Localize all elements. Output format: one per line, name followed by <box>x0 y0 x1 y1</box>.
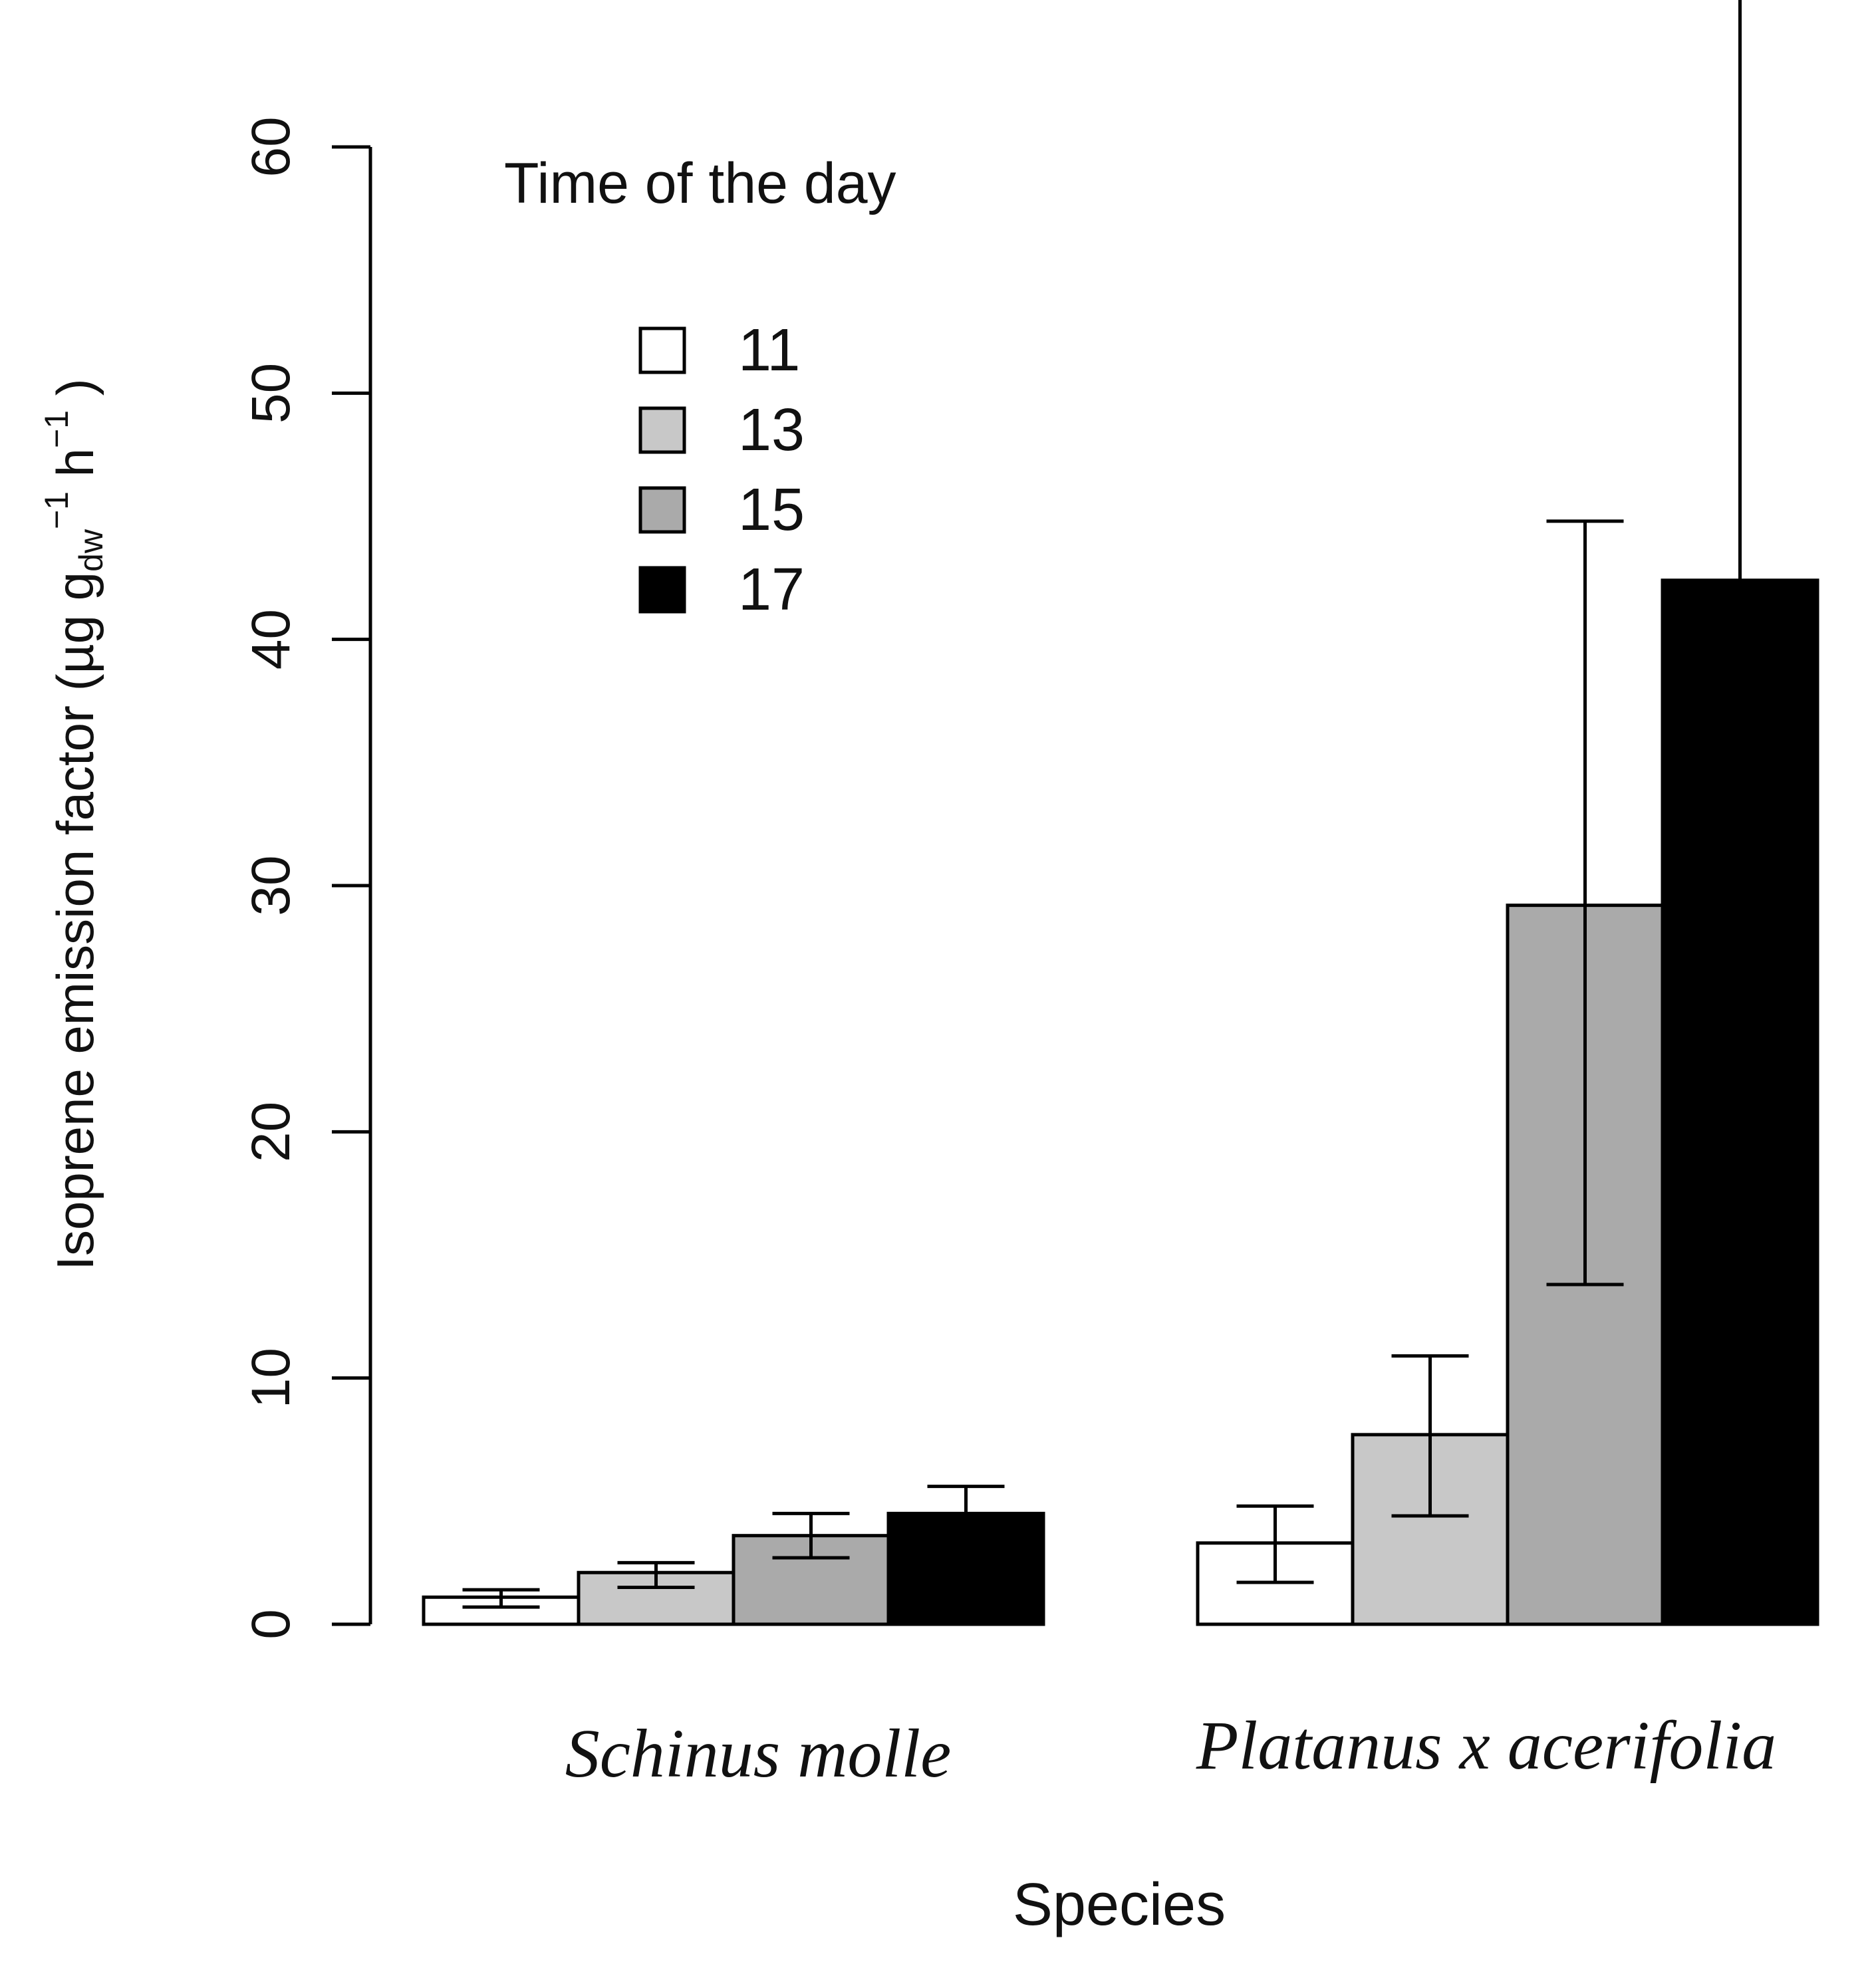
y-tick-label-50: 50 <box>241 363 301 424</box>
legend-swatch-11 <box>638 326 686 374</box>
y-axis-title-base: Isoprene emission factor (µg g <box>46 572 104 1271</box>
y-axis-title-end: ) <box>46 378 104 410</box>
legend-label-15: 15 <box>738 477 805 543</box>
legend-label-11: 11 <box>738 317 800 384</box>
category-label-schinus-molle: Schinus molle <box>565 1715 952 1792</box>
legend-label-17: 17 <box>738 556 805 623</box>
legend-swatch-17 <box>638 566 686 614</box>
y-axis-title-sup1: −1 <box>38 491 75 529</box>
y-axis-title-sub: dw <box>72 529 110 572</box>
plot-area: Schinus molle Platanus x acerifolia <box>422 0 1819 1792</box>
legend-label-13: 13 <box>738 397 805 463</box>
y-tick-label-60: 60 <box>241 116 301 177</box>
legend-swatch-13 <box>638 406 686 454</box>
y-axis: 0 10 20 30 40 50 60 <box>241 116 372 1640</box>
y-tick-label-30: 30 <box>241 855 301 916</box>
y-axis-title: Isoprene emission factor (µg gdw−1 h−1 ) <box>38 378 110 1270</box>
legend: Time of the day 11 13 15 17 <box>504 152 896 623</box>
y-axis-title-sup2: −1 <box>38 410 75 448</box>
y-axis-title-mid: h <box>46 448 104 491</box>
y-tick-label-20: 20 <box>241 1102 301 1162</box>
x-axis-title: Species <box>1013 1872 1226 1938</box>
y-tick-label-40: 40 <box>241 609 301 670</box>
legend-swatch-15 <box>638 486 686 534</box>
category-label-platanus-x-acerifolia: Platanus x acerifolia <box>1196 1707 1776 1784</box>
legend-title: Time of the day <box>504 152 896 215</box>
y-tick-label-0: 0 <box>241 1609 301 1640</box>
y-tick-label-10: 10 <box>241 1348 301 1408</box>
